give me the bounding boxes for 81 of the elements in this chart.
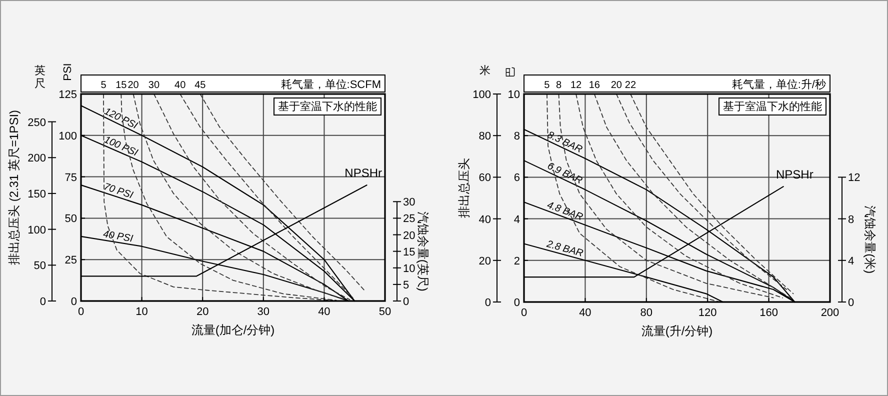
- y-tick-label: 0: [70, 296, 77, 308]
- y2-tick-label: 10: [403, 262, 416, 275]
- y-tick-label: 10: [508, 89, 520, 101]
- text: 4.8 BAR: [545, 200, 584, 224]
- y2-tick-label: 15: [403, 246, 416, 258]
- y3-tick-label: 150: [28, 188, 46, 200]
- text: 耗气量，单位:升/秒: [732, 78, 826, 91]
- y2-tick-label: 0: [848, 297, 854, 309]
- x-tick-label: 0: [78, 306, 84, 318]
- y-axis-title: 排出总压头: [457, 158, 471, 218]
- y3-tick-label: 80: [478, 130, 491, 143]
- y3-tick-label: 40: [478, 214, 491, 226]
- series-label: 20: [128, 80, 140, 91]
- y-tick-label: 4: [514, 214, 520, 226]
- x-tick-label: 120: [698, 307, 717, 319]
- series-label: 16: [588, 80, 600, 91]
- text: 2.8 BAR: [544, 238, 584, 260]
- text: 8.3 BAR: [545, 130, 584, 156]
- y2-axis-title: 汽蚀余量(英尺): [416, 211, 430, 292]
- series-label: 12: [570, 80, 582, 91]
- series-label: 15: [116, 80, 128, 91]
- y3-tick-label: 60: [478, 172, 491, 184]
- y-tick-label: 125: [58, 89, 77, 101]
- text: 120 PSI: [102, 106, 140, 132]
- x-tick-label: 20: [196, 306, 209, 318]
- y3-tick-label: 0: [484, 297, 491, 309]
- y-tick-label: 2: [514, 255, 520, 268]
- y-tick-label: 100: [58, 130, 77, 142]
- x-tick-label: 40: [318, 306, 330, 318]
- text: 6.9 BAR: [545, 160, 584, 187]
- series-label: 8: [556, 80, 562, 91]
- text: 巴: [505, 66, 517, 78]
- text: 100 PSI: [102, 134, 140, 159]
- y2-axis-title: 汽蚀余量(米): [863, 206, 877, 274]
- series-label: 22: [624, 80, 636, 91]
- x-tick-label: 10: [136, 306, 148, 318]
- series-label: 30: [148, 80, 160, 91]
- x-tick-label: 80: [640, 307, 653, 319]
- y2-tick-label: 4: [848, 255, 854, 268]
- text: 耗气量，单位:SCFM: [280, 78, 381, 91]
- y3-tick-label: 50: [34, 260, 46, 272]
- series-label: 40: [174, 80, 186, 91]
- x-axis-title: 流量(升/分钟): [641, 324, 713, 338]
- y2-tick-label: 8: [848, 214, 854, 226]
- y-tick-label: 75: [64, 172, 77, 184]
- x-tick-label: 40: [579, 307, 592, 319]
- text: 英尺: [34, 64, 46, 90]
- y3-tick-label: 200: [28, 152, 46, 165]
- x-tick-label: 30: [257, 306, 270, 318]
- series-label: 45: [194, 80, 206, 91]
- y-tick-label: 6: [514, 172, 520, 184]
- y-tick-label: 50: [64, 213, 77, 226]
- y3-tick-label: 100: [472, 89, 491, 101]
- y2-tick-label: 20: [403, 230, 416, 242]
- y3-tick-label: 100: [28, 224, 46, 236]
- y3-tick-label: 20: [478, 255, 491, 268]
- series-label: NPSHr: [344, 166, 382, 180]
- annotation: 基于室温下水的性能: [278, 100, 377, 113]
- y2-tick-label: 12: [848, 172, 860, 184]
- x-tick-label: 160: [760, 307, 778, 319]
- text: PSI: [62, 63, 74, 81]
- y2-tick-label: 5: [403, 279, 410, 292]
- text: 40 PSI: [102, 229, 134, 245]
- y-tick-label: 25: [64, 254, 77, 267]
- annotation: 基于室温下水的性能: [723, 100, 822, 113]
- y3-tick-label: 0: [40, 296, 46, 308]
- series-label: 5: [100, 80, 107, 91]
- x-tick-label: 50: [378, 306, 392, 318]
- y-axis-title: 排出总压头 (2.31 英尺=1PSI): [7, 110, 21, 266]
- y-tick-label: 0: [514, 297, 520, 309]
- series-label: 5: [544, 80, 550, 91]
- series-label: 20: [610, 80, 622, 91]
- y2-tick-label: 25: [403, 213, 416, 226]
- y2-tick-label: 0: [403, 296, 410, 308]
- y2-tick-label: 30: [403, 196, 416, 209]
- x-axis-title: 流量(加仑/分钟): [191, 323, 275, 337]
- y-tick-label: 8: [514, 130, 520, 143]
- text: 米: [480, 64, 490, 77]
- text: 70 PSI: [102, 182, 134, 202]
- x-tick-label: 200: [820, 307, 840, 319]
- y3-tick-label: 250: [28, 116, 46, 129]
